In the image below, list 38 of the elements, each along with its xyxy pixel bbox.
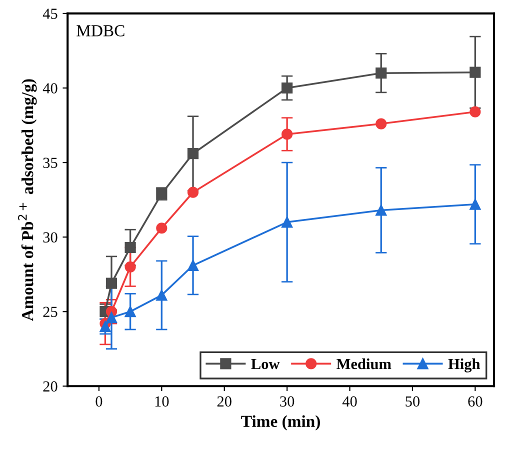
legend-label: High bbox=[448, 358, 480, 372]
x-tick-label: 50 bbox=[406, 396, 420, 407]
point bbox=[470, 198, 481, 210]
x-axis-title: Time (min) bbox=[241, 415, 320, 430]
point bbox=[106, 278, 118, 289]
y-tick-label: 30 bbox=[43, 232, 58, 243]
point bbox=[187, 260, 199, 271]
point bbox=[282, 216, 293, 228]
point bbox=[470, 66, 481, 78]
point bbox=[100, 320, 111, 332]
x-tick-label: 60 bbox=[468, 396, 482, 407]
x-tick-label: 20 bbox=[217, 396, 232, 407]
point bbox=[282, 128, 293, 140]
y-tick-label: 20 bbox=[43, 381, 58, 392]
point bbox=[156, 290, 168, 301]
y-axis-title: Amount of Pb$^{2+}$ adsorbed (mg/g) bbox=[18, 79, 37, 322]
y-tick-label: 45 bbox=[42, 8, 58, 19]
point bbox=[124, 261, 136, 272]
point bbox=[187, 186, 199, 198]
legend-label: Medium bbox=[336, 358, 392, 370]
point bbox=[376, 68, 387, 79]
x-tick-label: 0 bbox=[96, 396, 102, 407]
legend-label: Low bbox=[251, 359, 280, 370]
x-tick-label: 40 bbox=[342, 396, 357, 407]
y-tick-label: 25 bbox=[43, 306, 58, 318]
annotation: MDBC bbox=[76, 25, 124, 36]
point bbox=[124, 242, 136, 254]
point bbox=[187, 148, 199, 160]
point bbox=[470, 106, 481, 118]
point bbox=[376, 204, 387, 216]
y-tick-label: 40 bbox=[42, 83, 58, 94]
point bbox=[282, 82, 293, 94]
x-tick-label: 10 bbox=[155, 396, 169, 407]
point bbox=[124, 306, 136, 318]
point bbox=[156, 222, 168, 234]
point bbox=[376, 118, 387, 130]
x-tick-label: 30 bbox=[280, 396, 294, 407]
y-tick-label: 35 bbox=[43, 158, 58, 168]
